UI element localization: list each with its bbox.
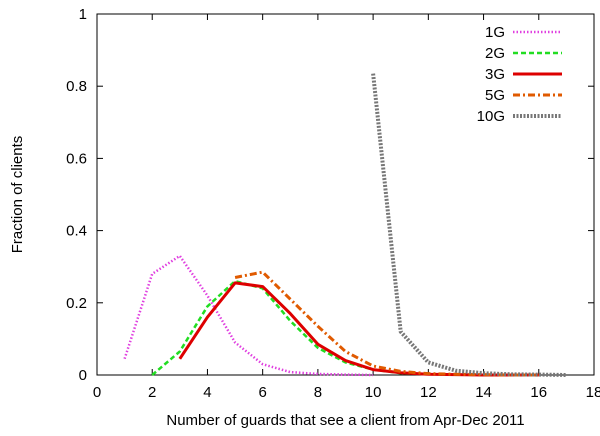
legend-label: 2G: [485, 45, 505, 62]
series-2G-line: [151, 279, 539, 377]
plot-frame: [96, 13, 595, 376]
x-axis: 0 2 4 6 8 10 12 14 16 18: [93, 14, 600, 401]
y-tick-label: 0.4: [66, 223, 87, 240]
legend: 1G 2G 3G 5G 10G: [477, 24, 562, 125]
y-axis-label: Fraction of clients: [9, 136, 26, 254]
y-tick-label: 0: [79, 367, 87, 384]
x-tick-label: 14: [475, 384, 492, 401]
plot-area: [96, 13, 595, 376]
legend-label: 1G: [485, 24, 505, 41]
series-layer: [123, 73, 567, 377]
x-tick-label: 12: [420, 384, 437, 401]
series-10G-line: [371, 73, 567, 377]
x-tick-label: 16: [530, 384, 547, 401]
legend-label: 3G: [485, 66, 505, 83]
series-5G-line: [234, 270, 539, 377]
series-3G-line: [178, 281, 539, 377]
y-axis: 0 0.2 0.4 0.6 0.8 1: [66, 6, 594, 384]
x-tick-label: 8: [314, 384, 322, 401]
x-axis-label: Number of guards that see a client from …: [166, 412, 524, 429]
y-tick-label: 0.8: [66, 78, 87, 95]
legend-label: 5G: [485, 87, 505, 104]
x-tick-label: 6: [258, 384, 266, 401]
x-tick-label: 4: [203, 384, 211, 401]
legend-label: 10G: [477, 108, 505, 125]
y-tick-label: 0.6: [66, 150, 87, 167]
x-tick-label: 18: [586, 384, 600, 401]
x-tick-label: 10: [365, 384, 382, 401]
x-tick-label: 0: [93, 384, 101, 401]
series-1G-line: [123, 254, 374, 377]
x-tick-label: 2: [148, 384, 156, 401]
y-tick-label: 1: [79, 6, 87, 23]
y-tick-label: 0.2: [66, 295, 87, 312]
